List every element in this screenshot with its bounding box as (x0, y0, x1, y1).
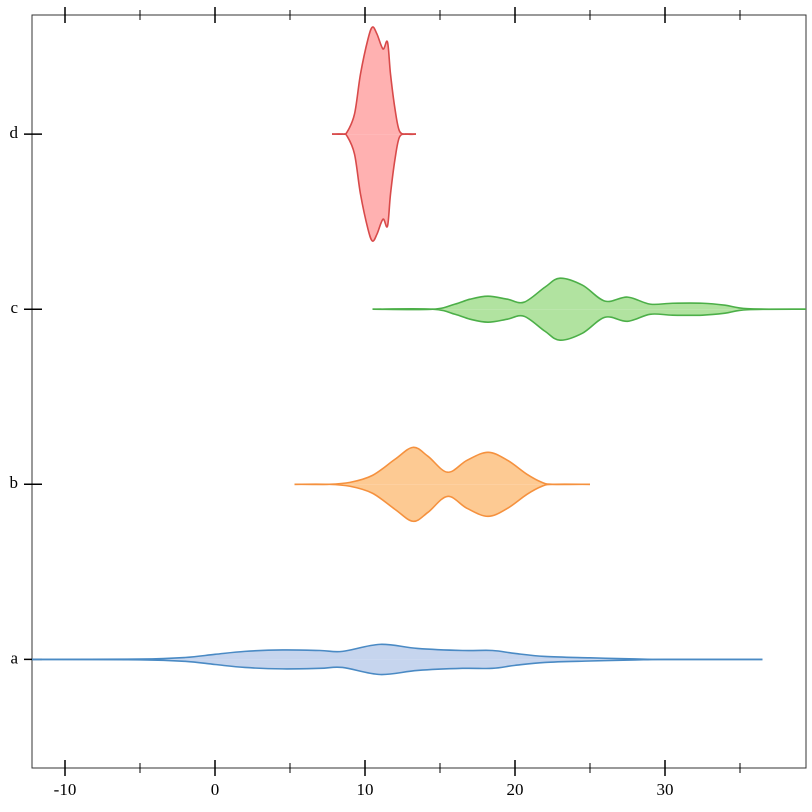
violin-outline (294, 483, 591, 523)
violin-outline (331, 26, 417, 136)
x-tick-label: 30 (657, 780, 674, 799)
y-tick-label: a (10, 648, 18, 667)
x-tick-label: 20 (507, 780, 524, 799)
violin-outline (31, 658, 763, 676)
x-tick-label: 0 (211, 780, 220, 799)
x-tick-label: -10 (54, 780, 77, 799)
violin-outline (372, 308, 807, 341)
violin-fill (32, 659, 763, 675)
violin-fill (294, 447, 590, 485)
violin-fill (332, 133, 416, 242)
y-tick-label: b (10, 473, 19, 492)
violin-outline (372, 277, 807, 311)
x-tick-label: 10 (357, 780, 374, 799)
plot-frame (31, 14, 807, 769)
y-tick-label: d (10, 123, 19, 142)
violin-fill (372, 308, 806, 341)
violin-outline (31, 643, 763, 661)
violin-outline (331, 133, 417, 242)
violin-fill (294, 484, 590, 522)
violin-fill (332, 26, 416, 135)
violin-fill (372, 278, 806, 310)
y-tick-label: c (10, 298, 18, 317)
violin-outline (294, 446, 591, 486)
violin-fill (32, 644, 763, 660)
